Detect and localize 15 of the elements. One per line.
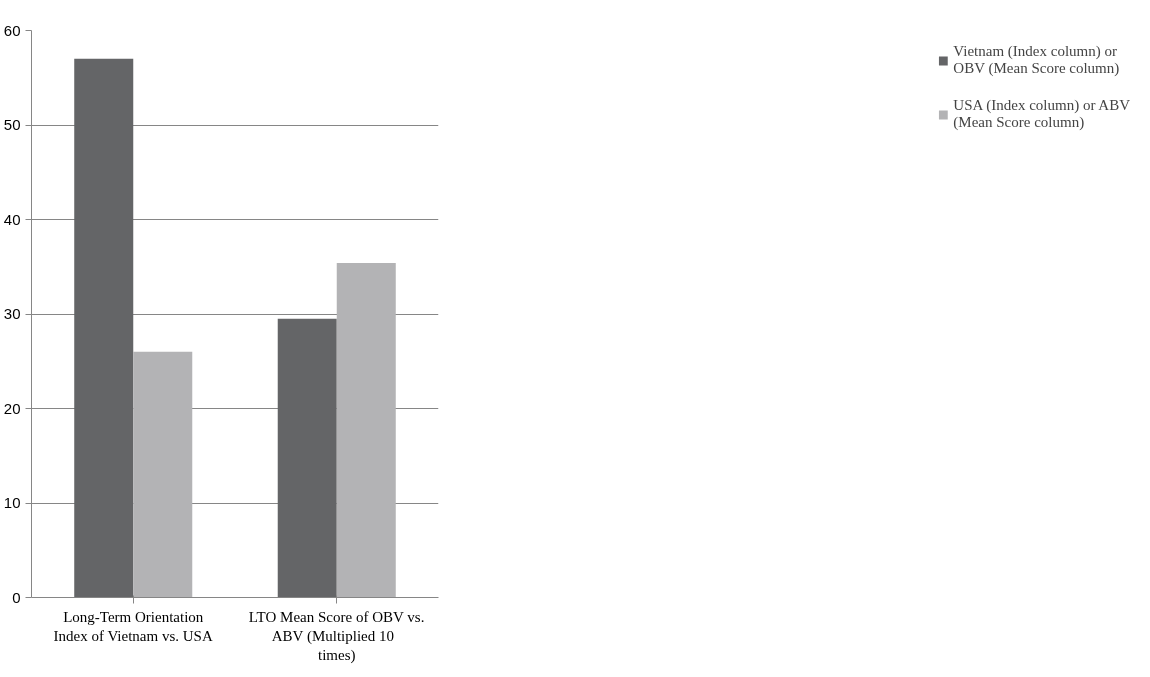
x-tick-label: Long-Term Orientation Index of Vietnam vs. USA bbox=[53, 608, 213, 644]
bar bbox=[133, 351, 193, 598]
x-tick-label: LTO Mean Score of OBV vs. ABV (Multiplied 10 times) bbox=[248, 608, 425, 664]
y-tick-label: 10 bbox=[3, 494, 21, 511]
legend-label: USA (Index column) or ABV (Mean Score column) bbox=[953, 96, 1130, 132]
legend-label: Vietnam (Index column) or OBV (Mean Score column) bbox=[953, 42, 1120, 78]
y-tick-label: 30 bbox=[3, 305, 21, 322]
y-tick-label: 50 bbox=[3, 116, 21, 133]
y-tick-label: 0 bbox=[12, 588, 21, 606]
y-tick-label: 40 bbox=[3, 210, 21, 228]
y-tick-label: 20 bbox=[3, 399, 21, 417]
bar bbox=[336, 262, 396, 598]
bar bbox=[277, 318, 337, 598]
y-tick-label: 60 bbox=[3, 21, 21, 39]
bar bbox=[74, 58, 134, 598]
